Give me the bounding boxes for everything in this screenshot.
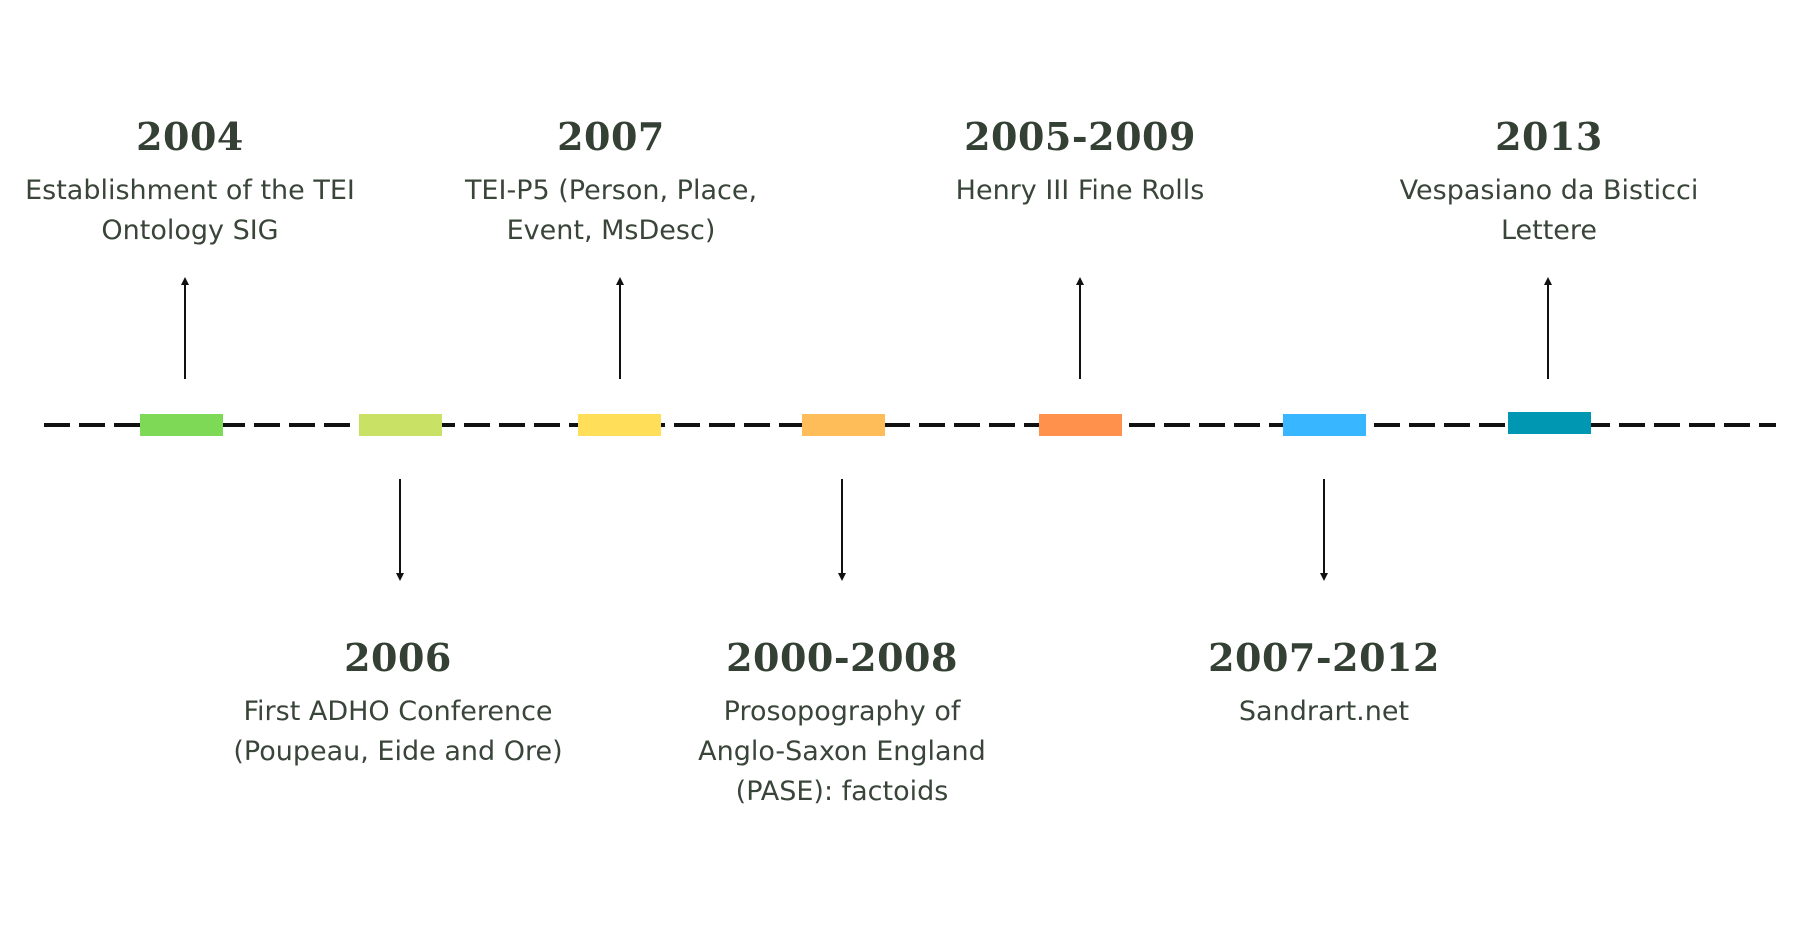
marker-2006	[359, 414, 442, 436]
event-description: Prosopography of Anglo-Saxon England (PA…	[698, 696, 986, 807]
event-2000-2008: 2000-2008 Prosopography of Anglo-Saxon E…	[642, 636, 1042, 812]
event-year: 2000-2008	[726, 635, 958, 680]
event-year: 2007-2012	[1208, 635, 1440, 680]
marker-2000-2008	[802, 414, 885, 436]
event-description: Vespasiano da Bisticci Lettere	[1399, 175, 1699, 246]
marker-2005-2009	[1039, 414, 1122, 436]
event-description: Sandrart.net	[1238, 696, 1410, 727]
event-2004: 2004 Establishment of the TEI Ontology S…	[0, 115, 390, 251]
event-year: 2005-2009	[964, 114, 1196, 159]
event-2007: 2007 TEI-P5 (Person, Place, Event, MsDes…	[411, 115, 811, 251]
marker-2004	[140, 414, 223, 436]
event-2005-2009: 2005-2009 Henry III Fine Rolls	[880, 115, 1280, 211]
marker-2007	[578, 414, 661, 436]
event-description: Establishment of the TEI Ontology SIG	[25, 175, 355, 246]
event-2013: 2013 Vespasiano da Bisticci Lettere	[1349, 115, 1749, 251]
marker-2013	[1508, 412, 1591, 434]
marker-2007-2012	[1283, 414, 1366, 436]
event-year: 2004	[136, 114, 244, 159]
event-year: 2013	[1495, 114, 1603, 159]
event-description: TEI-P5 (Person, Place, Event, MsDesc)	[464, 175, 758, 246]
event-2007-2012: 2007-2012 Sandrart.net	[1124, 636, 1524, 732]
event-year: 2007	[557, 114, 665, 159]
event-description: Henry III Fine Rolls	[955, 175, 1205, 206]
event-year: 2006	[344, 635, 452, 680]
event-2006: 2006 First ADHO Conference (Poupeau, Eid…	[198, 636, 598, 772]
event-description: First ADHO Conference (Poupeau, Eide and…	[233, 696, 563, 767]
